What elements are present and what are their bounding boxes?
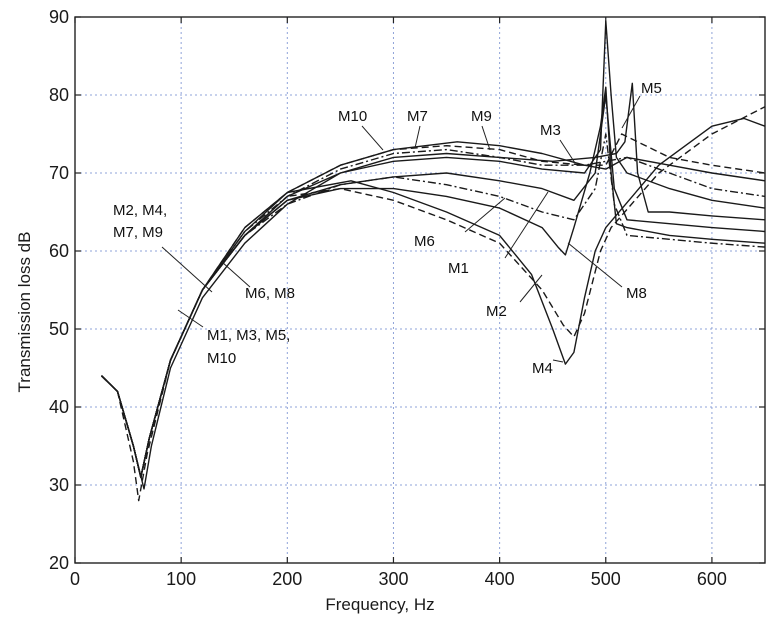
annotation-leader bbox=[221, 261, 251, 288]
annotation-label: M8 bbox=[626, 285, 647, 302]
annotation-label: M2, M4, bbox=[113, 202, 167, 219]
annotation-label: M10 bbox=[207, 350, 236, 367]
annotation-label: M7, M9 bbox=[113, 224, 163, 241]
annotation-leader bbox=[481, 125, 491, 151]
annotation-leader bbox=[361, 125, 384, 151]
x-tick-label: 600 bbox=[697, 569, 727, 589]
x-tick-labels: 0 100 200 300 400 500 600 bbox=[70, 569, 727, 589]
annotation-label: M9 bbox=[471, 108, 492, 125]
y-tick-label: 80 bbox=[49, 85, 69, 105]
series-line-m2 bbox=[101, 106, 766, 502]
y-tick-labels: 20 30 40 50 60 70 80 90 bbox=[49, 7, 69, 573]
x-tick-label: 100 bbox=[166, 569, 196, 589]
grid-lines bbox=[75, 17, 765, 563]
x-tick-label: 300 bbox=[378, 569, 408, 589]
annotation-leader bbox=[519, 274, 543, 303]
annotation-leader bbox=[621, 95, 641, 129]
annotation-leader bbox=[504, 191, 549, 259]
annotation-label: M1 bbox=[448, 260, 469, 277]
annotation-label: M10 bbox=[338, 108, 367, 125]
annotation-label: M1, M3, M5, bbox=[207, 327, 290, 344]
y-tick-label: 90 bbox=[49, 7, 69, 27]
annotation-label: M5 bbox=[641, 80, 662, 97]
x-axis-label: Frequency, Hz bbox=[325, 595, 434, 614]
plot-area-frame bbox=[74, 16, 766, 564]
annotation-leader bbox=[414, 125, 421, 149]
series-line-m7 bbox=[101, 133, 766, 478]
x-tick-label: 400 bbox=[485, 569, 515, 589]
series-line-m1 bbox=[101, 94, 766, 478]
annotation-label: M6 bbox=[414, 233, 435, 250]
annotation-leader bbox=[559, 139, 576, 164]
series-line-m6 bbox=[101, 133, 766, 478]
annotation-label: M6, M8 bbox=[245, 285, 295, 302]
y-tick-label: 30 bbox=[49, 475, 69, 495]
series-line-m10 bbox=[101, 141, 766, 478]
series-lines bbox=[101, 20, 766, 502]
annotation-leaders bbox=[161, 95, 641, 363]
y-tick-label: 40 bbox=[49, 397, 69, 417]
annotation-leader bbox=[161, 246, 213, 293]
x-tick-label: 0 bbox=[70, 569, 80, 589]
annotation-label: M3 bbox=[540, 122, 561, 139]
x-tick-label: 500 bbox=[591, 569, 621, 589]
y-tick-label: 60 bbox=[49, 241, 69, 261]
y-tick-label: 50 bbox=[49, 319, 69, 339]
y-tick-label: 20 bbox=[49, 553, 69, 573]
annotation-leader bbox=[567, 242, 623, 288]
y-axis-label: Transmission loss dB bbox=[15, 232, 34, 393]
series-line-m9 bbox=[101, 148, 766, 478]
annotation-label: M7 bbox=[407, 108, 428, 125]
annotation-leader bbox=[177, 309, 204, 328]
y-tick-label: 70 bbox=[49, 163, 69, 183]
annotation-label: M2 bbox=[486, 303, 507, 320]
annotation-leader bbox=[464, 197, 506, 233]
x-tick-label: 200 bbox=[272, 569, 302, 589]
annotation-leader bbox=[552, 359, 564, 363]
tick-marks bbox=[74, 16, 765, 564]
annotations: M1, M3, M5, M10 M2, M4, M7, M9 M6, M8 M10 M7 M9… bbox=[113, 80, 662, 377]
series-line-m5 bbox=[101, 82, 766, 490]
annotation-label: M4 bbox=[532, 360, 553, 377]
